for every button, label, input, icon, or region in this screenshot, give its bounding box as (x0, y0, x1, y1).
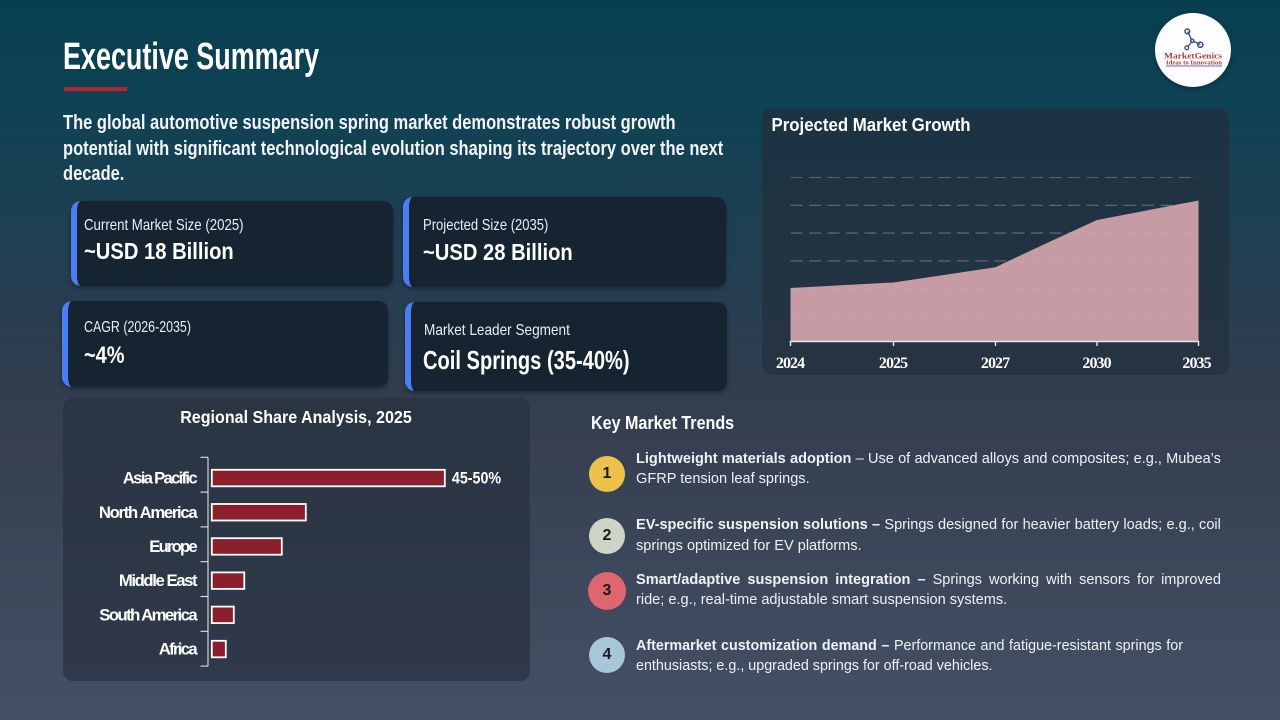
svg-text:2030: 2030 (1082, 355, 1111, 372)
svg-text:Europe: Europe (149, 537, 197, 556)
svg-text:North America: North America (99, 503, 198, 522)
svg-text:Africa: Africa (159, 640, 199, 659)
svg-text:Asia Pacific: Asia Pacific (123, 469, 198, 488)
svg-text:Ideas to Innovation: Ideas to Innovation (1166, 61, 1223, 67)
svg-text:Regional Share Analysis, 2025: Regional Share Analysis, 2025 (180, 407, 412, 427)
svg-text:Middle East: Middle East (119, 571, 198, 590)
svg-text:45-50%: 45-50% (452, 469, 501, 488)
svg-text:2035: 2035 (1182, 355, 1211, 372)
svg-text:South America: South America (99, 605, 198, 624)
svg-text:2025: 2025 (879, 355, 908, 372)
svg-text:Projected Market Growth: Projected Market Growth (772, 114, 971, 135)
svg-text:2027: 2027 (981, 355, 1010, 372)
svg-text:2024: 2024 (776, 355, 805, 372)
svg-text:MarketGenics: MarketGenics (1164, 50, 1223, 60)
